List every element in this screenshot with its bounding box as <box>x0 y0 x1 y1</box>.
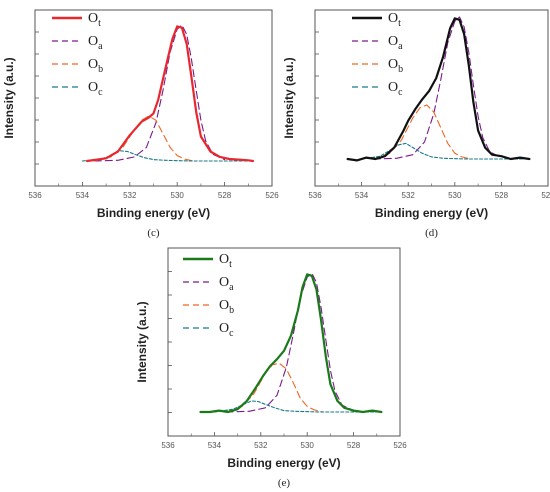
series-line-ob <box>225 362 324 413</box>
series-line-oc <box>361 142 526 160</box>
x-tick-label: 530 <box>448 191 462 200</box>
chart-panel-1: 536 534 532 530 528 526 Binding energy (eV) Int… <box>282 9 550 239</box>
legend-label-t: Ot <box>219 252 232 270</box>
legend-label-a: Oa <box>88 34 103 52</box>
x-tick-label: 528 <box>347 441 361 450</box>
x-tick-label: 528 <box>495 191 509 200</box>
x-tick-label: 534 <box>355 191 369 200</box>
chart-panel-0: 536 534 532 530 528 526 Binding energy (eV) Int… <box>2 9 279 239</box>
x-tick-label: 532 <box>254 441 268 450</box>
chart-panel-2: 536 534 532 530 528 526 Binding energy (eV) Int… <box>135 247 407 489</box>
legend: Ot Oa Ob Oc <box>52 11 103 98</box>
legend-label-b: Ob <box>219 298 234 316</box>
x-tick-label: 536 <box>28 191 42 200</box>
x-axis-title: Binding energy (eV) <box>227 456 340 470</box>
x-tick-label: 536 <box>161 441 175 450</box>
x-axis-title: Binding energy (eV) <box>375 206 488 220</box>
x-tick-label: 528 <box>218 191 232 200</box>
panel-label: (e) <box>278 477 291 489</box>
series-line-ot <box>199 273 383 414</box>
series-line-ob <box>372 104 472 160</box>
panel-label: (c) <box>147 227 160 239</box>
plot-frame <box>167 247 401 437</box>
y-axis-title: Intensity (a.u.) <box>135 301 149 382</box>
x-tick-label: 536 <box>308 191 322 200</box>
series-line-ot <box>85 25 255 163</box>
x-tick-label: 534 <box>76 191 90 200</box>
legend-label-a: Oa <box>388 34 403 52</box>
series-line-ob <box>93 115 195 162</box>
x-tick-label: 526 <box>265 191 279 200</box>
x-axis-title: Binding energy (eV) <box>97 206 210 220</box>
x-tick-label: 530 <box>171 191 185 200</box>
legend-label-b: Ob <box>388 57 403 75</box>
x-tick-label: 532 <box>402 191 416 200</box>
legend-label-a: Oa <box>219 275 234 293</box>
legend: Ot Oa Ob Oc <box>352 11 403 98</box>
x-tick-label: 526 <box>393 441 407 450</box>
y-axis-title: Intensity (a.u.) <box>282 57 296 138</box>
x-tick-label: 534 <box>208 441 222 450</box>
legend-label-b: Ob <box>88 57 103 75</box>
y-axis-title: Intensity (a.u.) <box>2 57 16 138</box>
legend: Ot Oa Ob Oc <box>183 252 234 339</box>
x-tick-label: 532 <box>123 191 137 200</box>
legend-label-c: Oc <box>88 80 103 98</box>
legend-label-c: Oc <box>219 321 234 339</box>
series-line-oa <box>372 16 502 160</box>
x-tick-label: 530 <box>301 441 315 450</box>
legend-label-t: Ot <box>88 11 101 29</box>
legend-label-c: Oc <box>388 80 403 98</box>
series-line-ot <box>346 17 531 162</box>
panel-label: (d) <box>425 227 438 239</box>
legend-label-t: Ot <box>388 11 401 29</box>
x-tick-label: 526 <box>541 191 550 200</box>
